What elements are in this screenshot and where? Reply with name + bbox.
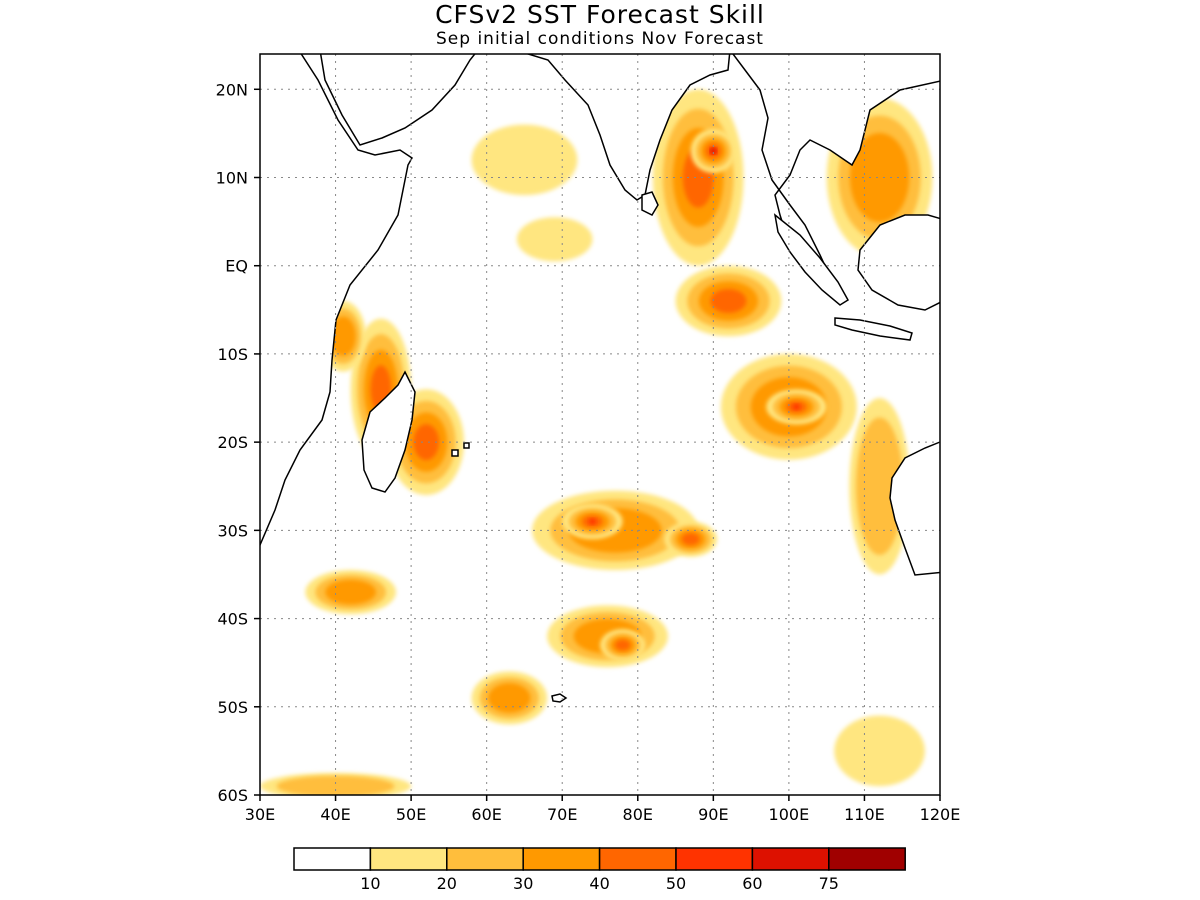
borneo-coastline: [857, 214, 940, 311]
skill-region-arabian-sea-south-level-1: [516, 217, 593, 262]
y-tick-label: 50S: [217, 698, 248, 717]
skill-region-sumatra-west-level-4: [710, 289, 747, 313]
y-tick-label: EQ: [225, 257, 248, 276]
sri-lanka-coastline: [641, 191, 659, 216]
legend-swatch: [751, 847, 830, 871]
chart-subtitle: Sep initial conditions Nov Forecast: [436, 29, 764, 49]
skill-region-south-ind-core-2-level-4: [681, 533, 700, 546]
chart-title: CFSv2 SST Forecast Skill: [435, 0, 765, 29]
y-tick-label: 40S: [217, 610, 248, 629]
skill-region-south-china-sea-level-3: [849, 133, 910, 222]
australia-coastline: [889, 441, 940, 576]
skill-region-kerguelen-core-level-4: [614, 639, 631, 651]
legend-swatch: [369, 847, 448, 871]
legend-swatch: [293, 847, 372, 871]
skill-region-southern-ocean-east-level-1: [834, 715, 925, 787]
kerguelen-island: [551, 693, 568, 703]
y-tick-label: 10N: [216, 169, 248, 188]
legend-swatch: [598, 847, 677, 871]
x-tick-label: 110E: [844, 805, 885, 824]
legend-label: 50: [666, 874, 686, 893]
x-axis-ticks: 30E 40E 50E 60E 70E 80E 90E 100E 110E 120E: [245, 795, 961, 824]
legend-swatch: [828, 847, 906, 871]
arabia-coastline: [319, 54, 476, 146]
color-legend: 10 20 30 40 50 60 75: [293, 847, 906, 893]
x-tick-label: 70E: [547, 805, 577, 824]
x-tick-label: 120E: [920, 805, 961, 824]
sumatra-coastline: [773, 213, 850, 306]
skill-region-arabian-sea-west-level-1: [471, 124, 578, 196]
skill-region-mascarene-level-4: [413, 424, 440, 461]
legend-label: 75: [819, 874, 839, 893]
legend-label: 30: [513, 874, 533, 893]
y-tick-label: 60S: [217, 786, 248, 805]
y-tick-label: 20N: [216, 80, 248, 99]
skill-region-crozet-level-3: [488, 683, 531, 713]
skill-region-australia-west-level-2: [855, 417, 904, 556]
y-tick-label: 20S: [217, 433, 248, 452]
x-tick-label: 40E: [320, 805, 350, 824]
map-frame: [259, 53, 941, 796]
y-tick-label: 10S: [217, 345, 248, 364]
x-tick-label: 50E: [396, 805, 426, 824]
skill-region-agulhas-level-3: [325, 579, 377, 605]
legend-label: 40: [589, 874, 609, 893]
legend-swatch: [675, 847, 754, 871]
skill-region-south-ind-core-1-level-5: [588, 518, 597, 525]
mascarene-island-2: [463, 442, 470, 449]
x-tick-label: 80E: [623, 805, 653, 824]
skill-region-mozambique-north-level-3: [330, 316, 356, 357]
x-tick-label: 100E: [769, 805, 810, 824]
legend-label: 60: [742, 874, 762, 893]
skill-region-southeast-ind-core-level-5: [792, 403, 801, 410]
legend-label: 20: [437, 874, 457, 893]
coastline-layer: [260, 54, 940, 703]
legend-swatch: [446, 847, 524, 871]
mascarene-island: [451, 449, 459, 457]
skill-region-southern-ocean-west-level-2: [276, 775, 395, 795]
y-axis-ticks: 20N 10N EQ 10S 20S 30S 40S 50S 60S: [216, 80, 260, 805]
legend-label: 10: [360, 874, 380, 893]
skill-region-bay-of-bengal-core-level-6: [710, 148, 717, 155]
x-tick-label: 60E: [471, 805, 501, 824]
x-tick-label: 90E: [698, 805, 728, 824]
legend-swatch: [522, 847, 601, 871]
x-tick-label: 30E: [245, 805, 275, 824]
y-tick-label: 30S: [217, 521, 248, 540]
java-coastline: [834, 317, 913, 341]
madagascar-coastline: [361, 370, 416, 493]
grid-lines: [260, 54, 940, 795]
